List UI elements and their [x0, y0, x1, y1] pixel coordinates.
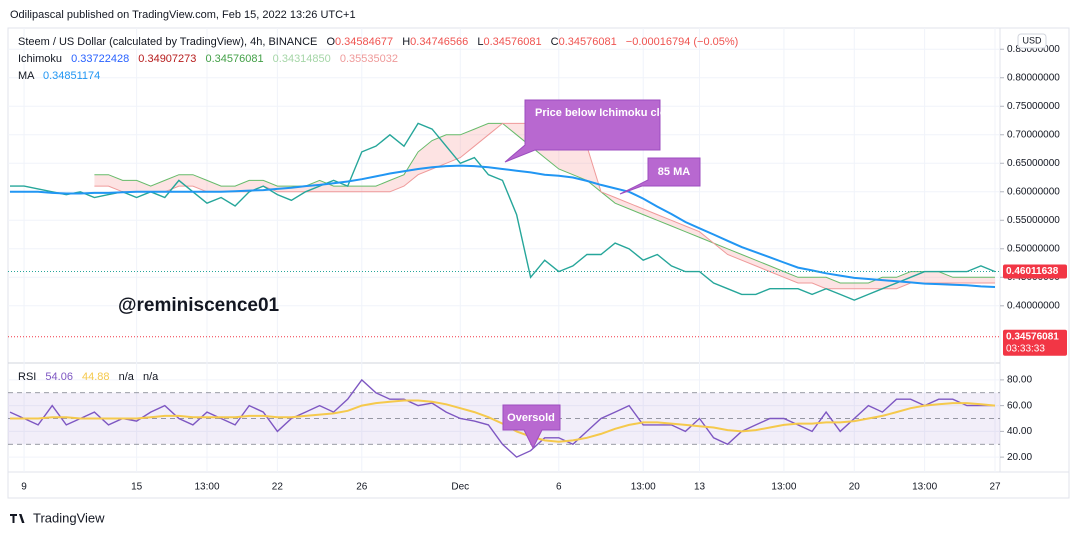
watermark: @reminiscence01 — [118, 295, 280, 316]
ma-legend: MA 0.34851174 — [18, 70, 100, 82]
close-label: 0.34576081 — [1006, 331, 1059, 342]
indicator-value: 0.33722428 — [71, 53, 129, 65]
y-tick-label: 0.85000000 — [1007, 44, 1060, 55]
x-tick-label: 13:00 — [912, 482, 937, 493]
ichimoku-legend: Ichimoku 0.33722428 0.34907273 0.3457608… — [18, 53, 398, 65]
callout-box — [619, 157, 701, 195]
indicator-value: 0.34314850 — [273, 53, 331, 65]
logo: TradingView — [10, 510, 105, 525]
x-tick-label: 26 — [356, 482, 368, 493]
close-tag — [1003, 329, 1067, 356]
x-tick-label: Dec — [451, 482, 469, 493]
series-line — [9, 378, 995, 458]
indicator-name: Ichimoku — [18, 53, 62, 65]
indicator-name: MA — [18, 70, 35, 82]
y-tick-label: 0.80000000 — [1007, 72, 1060, 83]
indicator-value: 44.88 — [82, 371, 110, 383]
rsi-legend: RSI 54.06 44.88 n/a n/a — [18, 371, 159, 383]
cloud-span — [94, 122, 995, 284]
y-tick-label: 60.00 — [1007, 400, 1032, 411]
callout-text: Price below Ichimoku cloud — [535, 107, 680, 119]
rsi-callout: Oversold — [502, 404, 561, 450]
callout-box — [504, 99, 661, 163]
ohlc-value: 0.34576081 — [559, 36, 617, 48]
y-tick-label: 40.00 — [1007, 426, 1032, 437]
symbol-legend: Steem / US Dollar (calculated by Trading… — [18, 36, 738, 48]
ohlc-value: 0.34576081 — [483, 36, 541, 48]
countdown: 03:33:33 — [1006, 343, 1045, 354]
callout-text: Oversold — [507, 412, 555, 424]
series-line — [10, 122, 996, 301]
ohlc-value: 0.34584677 — [335, 36, 393, 48]
x-tick-label: 20 — [849, 482, 861, 493]
callout-label: Price below Ichimoku cloud — [535, 107, 680, 119]
indicator-value: n/a — [143, 371, 159, 383]
y-tick-label: 0.75000000 — [1007, 101, 1060, 112]
x-tick-label: 13:00 — [771, 482, 796, 493]
publisher: Odilipascal published on TradingView.com… — [10, 9, 356, 21]
currency-badge[interactable] — [1017, 33, 1047, 49]
currency[interactable]: USD — [1022, 35, 1042, 45]
x-tick-label: 27 — [989, 482, 1001, 493]
indicator-name: RSI — [18, 371, 36, 383]
x-tick-label: 13:00 — [631, 482, 656, 493]
ichimoku-cloud — [94, 123, 995, 289]
y-tick-label: 0.40000000 — [1007, 300, 1060, 311]
ohlc-key: O — [326, 36, 335, 48]
indicator-value: n/a — [119, 371, 135, 383]
ohlc-key: H — [402, 36, 410, 48]
brand: TradingView — [33, 510, 105, 525]
last-price-tag — [1003, 264, 1067, 279]
last-price-label: 0.46011638 — [1006, 266, 1059, 277]
chart-frame — [7, 27, 1070, 499]
ohlc-key: L — [477, 36, 483, 48]
y-tick-label: 0.70000000 — [1007, 129, 1060, 140]
indicator-value: 0.34576081 — [205, 53, 263, 65]
callout-box — [502, 404, 561, 450]
y-tick-label: 0.65000000 — [1007, 158, 1060, 169]
y-tick-label: 80.00 — [1007, 375, 1032, 386]
y-tick-label: 0.55000000 — [1007, 215, 1060, 226]
callout-text: 85 MA — [658, 166, 690, 178]
ohlc-key: C — [551, 36, 559, 48]
y-tick-label: 20.00 — [1007, 452, 1032, 463]
series-line — [10, 164, 996, 288]
x-tick-label: 22 — [272, 482, 284, 493]
x-tick-label: 9 — [21, 482, 27, 493]
indicator-value: 0.34907273 — [138, 53, 196, 65]
y-tick-label: 0.50000000 — [1007, 243, 1060, 254]
change: −0.00016794 (−0.05%) — [626, 36, 739, 48]
logo-mark — [10, 514, 25, 523]
y-tick-label: 0.60000000 — [1007, 186, 1060, 197]
x-tick-label: 15 — [131, 482, 143, 493]
indicator-value: 0.35535032 — [340, 53, 398, 65]
indicator-value: 54.06 — [45, 371, 73, 383]
ma-callout: 85 MA — [619, 157, 701, 195]
symbol: Steem / US Dollar (calculated by Trading… — [18, 36, 317, 48]
cloud-callout: Price below Ichimoku cloud — [504, 99, 680, 163]
x-tick-label: 13 — [694, 482, 706, 493]
ohlc-value: 0.34746566 — [410, 36, 468, 48]
x-tick-label: 6 — [556, 482, 562, 493]
indicator-value: 0.34851174 — [43, 70, 100, 82]
x-tick-label: 13:00 — [194, 482, 219, 493]
